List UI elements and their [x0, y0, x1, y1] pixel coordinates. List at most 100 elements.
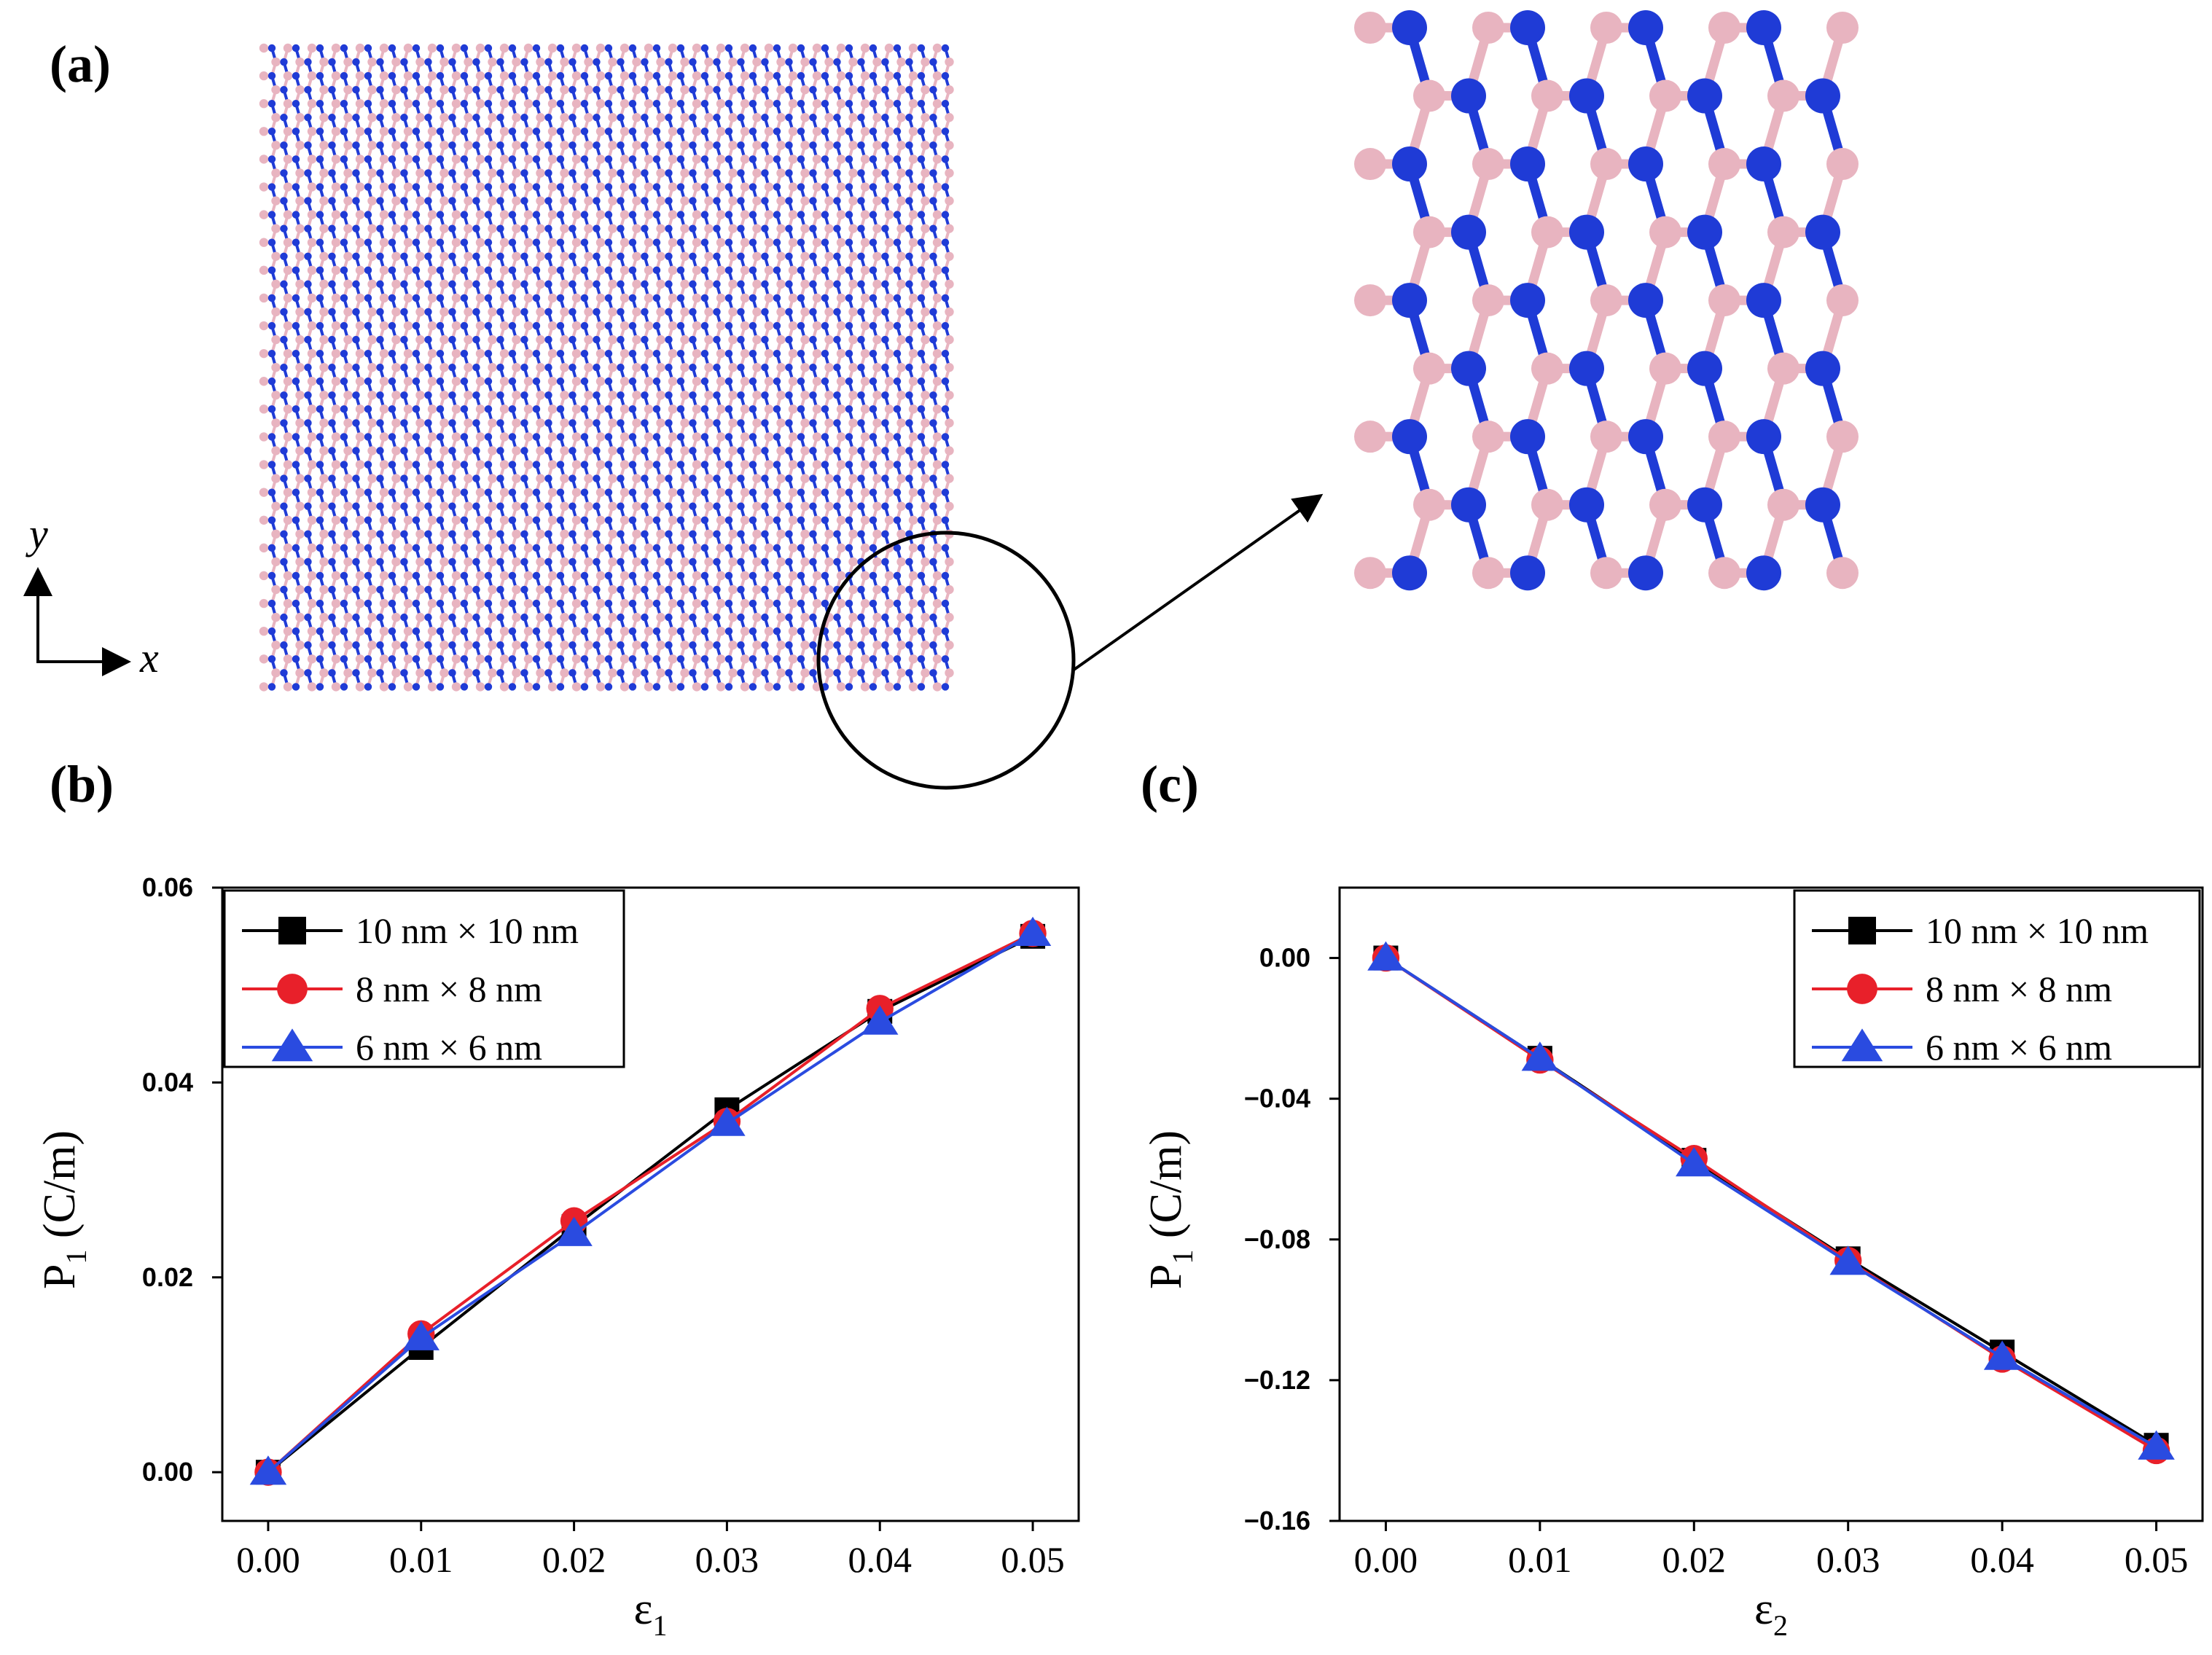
nitrogen-atom	[761, 280, 769, 289]
boron-atom	[932, 71, 942, 81]
nitrogen-atom	[724, 44, 733, 52]
boron-atom	[812, 99, 822, 109]
nitrogen-atom	[364, 155, 372, 163]
boron-atom	[668, 154, 678, 164]
nitrogen-atom	[544, 85, 552, 94]
nitrogen-atom	[797, 128, 805, 136]
nitrogen-atom	[580, 44, 589, 52]
boron-atom	[620, 99, 630, 109]
nitrogen-atom	[652, 128, 661, 136]
boron-atom	[547, 71, 558, 81]
boron-atom	[860, 71, 870, 81]
boron-atom	[451, 127, 461, 136]
boron-atom	[595, 238, 606, 247]
boron-atom	[704, 85, 714, 95]
boron-atom	[547, 182, 558, 192]
nitrogen-atom	[593, 58, 601, 66]
boron-atom	[571, 43, 582, 53]
nitrogen-atom	[617, 85, 625, 94]
boron-atom	[295, 251, 305, 261]
boron-atom	[836, 265, 846, 275]
boron-atom	[379, 210, 389, 219]
boron-atom	[788, 154, 798, 164]
boron-atom	[608, 141, 617, 150]
boron-atom	[668, 127, 678, 136]
nitrogen-atom	[580, 128, 589, 136]
boron-atom	[415, 113, 425, 122]
boron-atom	[608, 251, 617, 261]
nitrogen-atom	[845, 44, 853, 52]
nitrogen-atom	[641, 197, 649, 205]
nitrogen-atom	[689, 169, 697, 177]
boron-atom	[343, 224, 353, 233]
nitrogen-atom	[797, 266, 805, 275]
nitrogen-atom	[809, 114, 817, 122]
nitrogen-atom	[893, 128, 902, 136]
boron-atom	[608, 113, 617, 122]
boron-atom	[536, 196, 545, 206]
panel-label-c: (c)	[1141, 755, 1199, 813]
boron-atom	[680, 141, 689, 150]
boron-atom	[488, 279, 497, 289]
nitrogen-atom	[472, 141, 480, 149]
boron-atom	[488, 168, 497, 178]
boron-atom	[595, 210, 606, 219]
boron-atom	[716, 99, 726, 109]
nitrogen-atom	[508, 71, 517, 80]
nitrogen-atom	[628, 211, 637, 219]
boron-atom	[271, 85, 281, 95]
nitrogen-atom	[412, 238, 421, 246]
boron-atom	[475, 71, 485, 81]
nitrogen-atom	[460, 211, 469, 219]
nitrogen-atom	[280, 280, 288, 289]
boron-atom	[824, 279, 834, 289]
boron-atom	[464, 196, 473, 206]
boron-atom	[692, 127, 702, 136]
nitrogen-atom	[604, 183, 613, 191]
nitrogen-atom	[749, 128, 757, 136]
nitrogen-atom	[376, 85, 384, 94]
boron-atom	[908, 154, 918, 164]
boron-atom	[271, 57, 281, 67]
nitrogen-atom	[460, 71, 469, 80]
boron-atom	[259, 238, 269, 247]
boron-atom	[788, 265, 798, 275]
nitrogen-atom	[304, 197, 312, 205]
nitrogen-atom	[809, 280, 817, 289]
nitrogen-atom	[352, 169, 360, 177]
nitrogen-atom	[593, 197, 601, 205]
boron-atom	[415, 57, 425, 67]
nitrogen-atom	[785, 280, 793, 289]
boron-atom	[584, 196, 593, 206]
boron-atom	[692, 238, 702, 247]
boron-atom	[752, 224, 762, 233]
boron-atom	[945, 196, 954, 206]
boron-atom	[488, 113, 497, 122]
nitrogen-atom	[881, 224, 889, 232]
y-axis-indicator-label: y	[26, 510, 48, 557]
boron-atom	[595, 265, 606, 275]
nitrogen-atom	[617, 114, 625, 122]
nitrogen-atom	[917, 266, 926, 275]
boron-atom	[932, 238, 942, 247]
nitrogen-atom	[713, 114, 721, 122]
boron-atom	[656, 224, 665, 233]
nitrogen-atom	[292, 266, 300, 275]
nitrogen-atom	[436, 128, 445, 136]
nitrogen-atom	[821, 44, 829, 52]
boron-atom	[836, 182, 846, 192]
boron-atom	[716, 238, 726, 247]
nitrogen-atom	[797, 155, 805, 163]
nitrogen-atom	[652, 183, 661, 191]
boron-atom	[319, 57, 329, 67]
boron-atom	[464, 251, 473, 261]
nitrogen-atom	[460, 44, 469, 52]
boron-atom	[536, 85, 545, 95]
nitrogen-atom	[869, 238, 878, 246]
nitrogen-atom	[340, 100, 348, 108]
boron-atom	[523, 210, 534, 219]
nitrogen-atom	[773, 183, 781, 191]
nitrogen-atom	[941, 266, 950, 275]
boron-atom	[692, 99, 702, 109]
nitrogen-atom	[773, 155, 781, 163]
